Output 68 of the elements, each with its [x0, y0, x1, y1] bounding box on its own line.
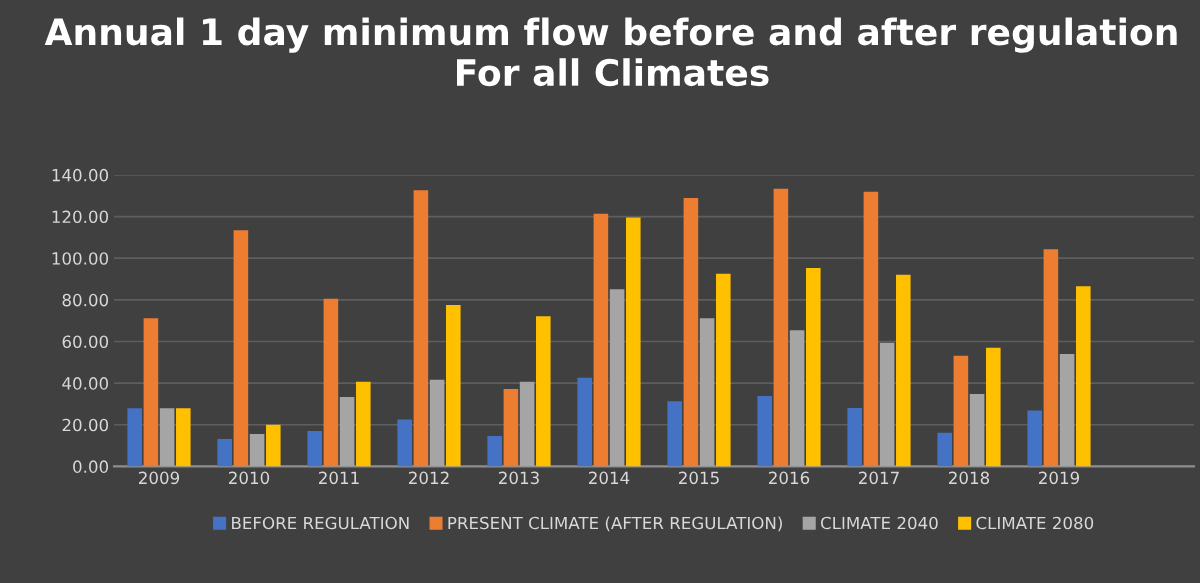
- bar: [577, 377, 592, 467]
- bar: [397, 419, 412, 467]
- bar: [159, 408, 175, 467]
- bar: [626, 217, 641, 467]
- y-tick-label: 20.00: [62, 418, 109, 432]
- bar: [879, 342, 895, 467]
- bar: [806, 267, 821, 467]
- bar: [446, 305, 461, 467]
- bar: [429, 379, 445, 467]
- bar: [757, 396, 772, 467]
- bar: [127, 408, 142, 467]
- bar: [217, 439, 232, 467]
- y-tick-label: 100.00: [52, 252, 109, 265]
- bar: [953, 355, 969, 467]
- y-tick-label: 40.00: [62, 377, 109, 390]
- bar: [176, 408, 191, 467]
- x-tick-label: 2016: [769, 471, 810, 485]
- bar: [969, 393, 985, 467]
- bar: [339, 397, 355, 467]
- bar: [773, 188, 789, 467]
- bar: [1043, 249, 1059, 467]
- bar: [233, 230, 249, 467]
- bar: [356, 381, 371, 467]
- bar: [1027, 410, 1042, 467]
- y-tick-label: 0.00: [73, 460, 109, 473]
- x-tick-label: 2015: [679, 471, 719, 485]
- bar: [503, 388, 519, 467]
- legend-label: CLIMATE 2080: [976, 516, 1094, 530]
- bar: [536, 316, 551, 467]
- chart-title: Annual 1 day minimum flow before and after regulation For all Climates: [44, 17, 1177, 87]
- bar: [323, 298, 339, 467]
- bar: [716, 273, 731, 467]
- bar: [667, 401, 682, 467]
- x-tick-label: 2019: [1039, 471, 1080, 485]
- x-tick-label: 2017: [859, 471, 899, 485]
- bar: [789, 330, 805, 467]
- bar: [847, 408, 862, 467]
- bar: [487, 436, 502, 467]
- legend-label: BEFORE REGULATION: [232, 516, 409, 530]
- bar: [863, 191, 879, 467]
- y-tick-label: 120.00: [52, 210, 109, 224]
- x-tick-label: 2013: [499, 471, 539, 485]
- bar: [593, 213, 609, 467]
- y-tick-label: 80.00: [62, 293, 109, 307]
- x-tick-label: 2010: [229, 471, 270, 485]
- x-tick-label: 2012: [409, 471, 449, 485]
- bar: [699, 318, 715, 467]
- legend-label: CLIMATE 2040: [820, 516, 938, 530]
- x-tick-label: 2018: [949, 471, 990, 485]
- bar: [1076, 286, 1091, 467]
- y-tick-label: 60.00: [62, 335, 109, 349]
- legend-label: PRESENT CLIMATE (AFTER REGULATION): [448, 516, 782, 532]
- bar: [896, 274, 911, 467]
- bar: [519, 381, 535, 467]
- bar: [683, 198, 699, 467]
- bar: [266, 424, 281, 467]
- x-tick-label: 2011: [319, 471, 359, 485]
- bar: [143, 318, 159, 467]
- bar: [1059, 353, 1075, 467]
- bar: [609, 289, 625, 467]
- x-tick-label: 2014: [589, 471, 630, 485]
- x-tick-label: 2009: [139, 471, 180, 485]
- bar: [937, 432, 952, 467]
- y-tick-label: 140.00: [52, 168, 109, 182]
- bar: [307, 431, 322, 467]
- bar: [986, 347, 1001, 467]
- bar: [249, 433, 265, 467]
- bar: [413, 190, 429, 467]
